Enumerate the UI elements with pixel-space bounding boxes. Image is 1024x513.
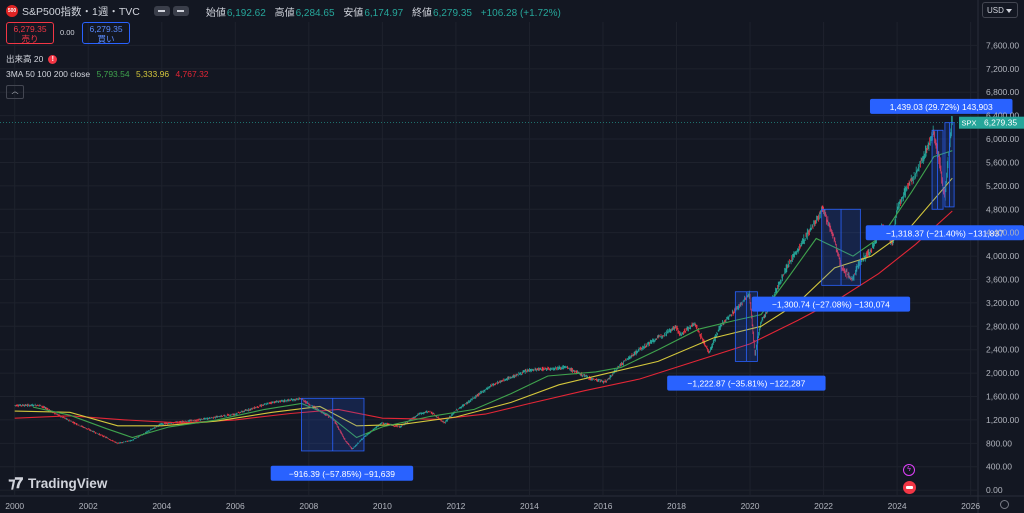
measure-label: 1,439.03 (29.72%) 143,903 xyxy=(890,102,993,112)
collapse-indicators-button[interactable]: ︿ xyxy=(6,85,24,99)
measure-label: −1,222.87 (−35.81%) −122,287 xyxy=(687,379,805,389)
low-value: 6,174.97 xyxy=(364,7,404,19)
y-tick-label: 7,600.00 xyxy=(986,40,1019,50)
measure-label-bg xyxy=(869,98,1013,114)
spread-value: 0.00 xyxy=(60,28,75,37)
close-label: 終値 xyxy=(412,7,433,19)
x-tick-label: 2004 xyxy=(152,501,171,511)
y-tick-label: 2,800.00 xyxy=(986,321,1019,331)
measure-label: −1,318.37 (−21.40%) −131,837 xyxy=(886,228,1004,238)
x-tick-label: 2002 xyxy=(79,501,98,511)
measure-label-bg xyxy=(667,375,826,391)
symbol-title[interactable]: S&P500指数・1週・TVC xyxy=(22,5,140,18)
more-icon[interactable] xyxy=(172,6,189,16)
y-tick-label: 6,400.00 xyxy=(986,111,1019,121)
minimize-icon[interactable] xyxy=(153,6,170,16)
ma200-value: 4,767.32 xyxy=(175,69,209,79)
x-tick-label: 2026 xyxy=(961,501,980,511)
y-tick-label: 4,400.00 xyxy=(986,228,1019,238)
sell-button[interactable]: 6,279.35 売り xyxy=(6,22,54,44)
x-tick-label: 2010 xyxy=(373,501,392,511)
time-axis[interactable]: 2000 2002 2004 2006 2008 2010 2012 2014 2016 2018… xyxy=(5,501,980,511)
y-tick-label: 4,800.00 xyxy=(986,204,1019,214)
measure-label-bg xyxy=(865,225,1024,241)
x-tick-label: 2022 xyxy=(814,501,833,511)
moving-averages xyxy=(14,150,953,439)
open-value: 6,192.62 xyxy=(226,7,266,19)
measure-label: −1,300.74 (−27.08%) −130,074 xyxy=(772,300,890,310)
y-tick-label: 2,400.00 xyxy=(986,345,1019,355)
low-label: 安値 xyxy=(343,7,364,19)
y-tick-label: 0.00 xyxy=(986,485,1003,495)
y-tick-label: 800.00 xyxy=(986,438,1012,448)
ma50-value: 5,793.54 xyxy=(96,69,130,79)
last-price-tag xyxy=(979,116,1024,129)
x-tick-label: 2020 xyxy=(741,501,760,511)
high-value: 6,284.65 xyxy=(295,7,335,19)
x-tick-label: 2016 xyxy=(594,501,613,511)
y-tick-label: 5,600.00 xyxy=(986,157,1019,167)
ma100-value: 5,333.96 xyxy=(135,69,170,79)
measure-label-bg xyxy=(751,296,911,312)
y-tick-label: 400.00 xyxy=(986,462,1012,472)
y-tick-label: 6,000.00 xyxy=(986,134,1019,144)
ma50-line xyxy=(32,150,953,439)
x-tick-label: 2000 xyxy=(5,501,24,511)
x-tick-label: 2012 xyxy=(446,501,465,511)
settings-gear-icon[interactable] xyxy=(1000,500,1009,509)
ohlc-values: 始値6,192.62 高値6,284.65 安値6,174.97 終値6,279… xyxy=(206,4,567,19)
measure-label-bg xyxy=(270,465,414,481)
buy-price: 6,279.35 xyxy=(89,24,123,34)
y-tick-label: 1,600.00 xyxy=(986,392,1019,402)
x-tick-label: 2014 xyxy=(520,501,539,511)
symbol-tag-text: SPX xyxy=(961,119,976,128)
y-tick-label: 3,200.00 xyxy=(986,298,1019,308)
y-tick-label: 1,200.00 xyxy=(986,415,1019,425)
change-value: +106.28 (+1.72%) xyxy=(480,7,561,19)
tradingview-logo: ⁊𝟕 TradingView xyxy=(8,474,107,492)
buy-label: 買い xyxy=(97,34,115,44)
open-label: 始値 xyxy=(205,7,226,19)
y-tick-label: 6,800.00 xyxy=(986,87,1019,97)
last-price-text: 6,279.35 xyxy=(984,118,1017,128)
price-axis[interactable]: 0.00 400.00 800.00 1,200.00 1,600.00 2,000.00… xyxy=(959,40,1024,495)
ma100-line xyxy=(14,177,953,427)
ma-indicator[interactable]: 3MA 50 100 200 close 5,793.54 5,333.96 4… xyxy=(6,69,209,79)
price-bars xyxy=(14,116,953,450)
tradingview-mark-icon: ⁊𝟕 xyxy=(8,475,23,492)
y-tick-label: 4,000.00 xyxy=(986,251,1019,261)
measurement-tools[interactable]: −916.39 (−57.85%) −91,639 −1,222.87 (−35.… xyxy=(270,98,1024,481)
volume-indicator[interactable]: 出来高 20 ! xyxy=(6,53,58,65)
measure-label: −916.39 (−57.85%) −91,639 xyxy=(289,469,395,479)
sp500-logo-icon: 500 xyxy=(6,5,18,17)
y-tick-label: 7,200.00 xyxy=(986,64,1019,74)
earnings-event-icon[interactable] xyxy=(903,481,916,494)
ma-label: 3MA 50 100 200 close xyxy=(6,69,91,79)
sell-label: 売り xyxy=(21,34,39,44)
symbol-header: 500 S&P500指数・1週・TVC 始値6,192.62 高値6,284.6… xyxy=(6,4,567,19)
high-label: 高値 xyxy=(274,7,295,19)
x-tick-label: 2008 xyxy=(299,501,318,511)
volume-label: 出来高 20 xyxy=(6,54,44,64)
symbol-tag xyxy=(959,116,979,129)
y-tick-label: 5,200.00 xyxy=(986,181,1019,191)
currency-select[interactable]: USD xyxy=(982,2,1018,18)
y-tick-label: 3,600.00 xyxy=(986,274,1019,284)
x-tick-label: 2024 xyxy=(888,501,907,511)
flash-event-icon[interactable]: ϟ xyxy=(903,464,915,476)
warning-icon[interactable]: ! xyxy=(48,54,58,64)
buy-button[interactable]: 6,279.35 買い xyxy=(82,22,130,44)
brand-text: TradingView xyxy=(28,475,108,491)
close-value: 6,279.35 xyxy=(433,7,472,19)
sell-price: 6,279.35 xyxy=(13,24,47,34)
x-tick-label: 2006 xyxy=(226,501,245,511)
y-tick-label: 2,000.00 xyxy=(986,368,1019,378)
x-tick-label: 2018 xyxy=(667,501,686,511)
